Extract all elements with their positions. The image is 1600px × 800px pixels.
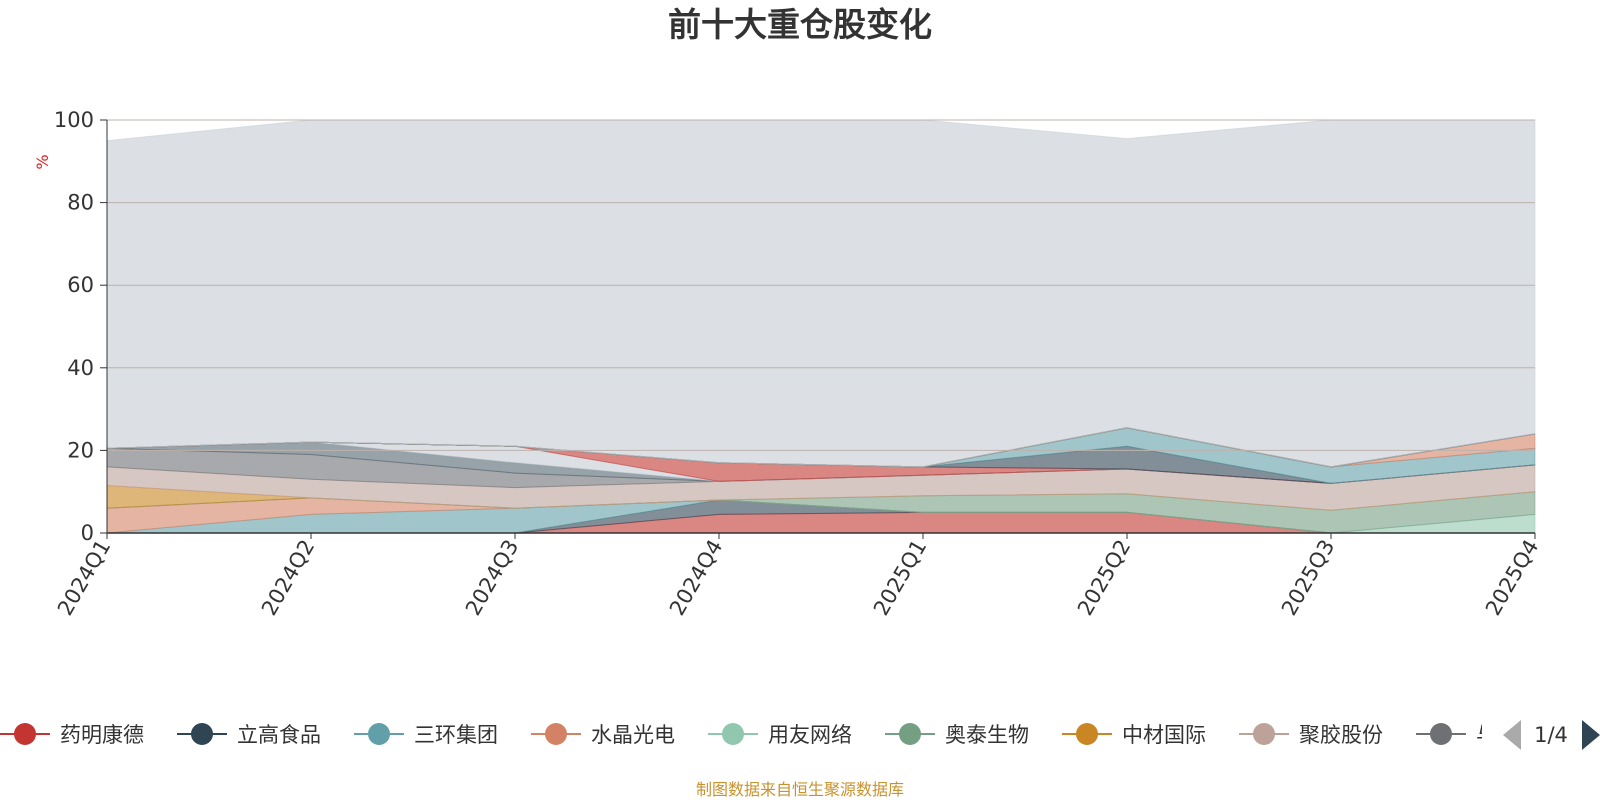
legend-label-5: 奥泰生物 xyxy=(945,723,1029,747)
legend-label-1: 立高食品 xyxy=(237,723,321,747)
legend-marker-1 xyxy=(191,723,213,745)
y-tick-label-5: 100 xyxy=(54,108,94,132)
area-series-32 xyxy=(106,119,1536,468)
legend-label-0: 药明康德 xyxy=(60,723,144,747)
legend-item-7[interactable]: 聚胶股份 xyxy=(1239,723,1383,747)
area-series-group xyxy=(106,119,1536,534)
axes xyxy=(106,120,1535,534)
y-tick-label-4: 80 xyxy=(67,191,94,215)
legend-item-4[interactable]: 用友网络 xyxy=(708,723,852,747)
legend-label-3: 水晶光电 xyxy=(591,723,675,747)
legend-page-indicator: 1/4 xyxy=(1534,723,1568,747)
x-tick-label-4: 2025Q1 xyxy=(869,536,931,620)
y-tick-label-2: 40 xyxy=(67,356,94,380)
y-tick-label-3: 60 xyxy=(67,273,94,297)
legend-marker-4 xyxy=(722,723,744,745)
legend-item-0[interactable]: 药明康德 xyxy=(0,723,144,747)
legend-marker-7 xyxy=(1253,723,1275,745)
legend-pager: 1/4 xyxy=(1503,720,1600,750)
y-tick-labels: 0 20 40 60 80 100 xyxy=(54,108,107,545)
legend-marker-6 xyxy=(1076,723,1098,745)
data-source-note: 制图数据来自恒生聚源数据库 xyxy=(696,780,904,799)
x-tick-label-7: 2025Q4 xyxy=(1481,536,1543,620)
y-axis-unit: % xyxy=(33,154,52,169)
legend-item-2[interactable]: 三环集团 xyxy=(354,723,498,747)
legend-marker-2 xyxy=(368,723,390,745)
legend-item-6[interactable]: 中材国际 xyxy=(1062,723,1206,747)
x-tick-label-3: 2024Q4 xyxy=(665,536,727,620)
legend-label-7: 聚胶股份 xyxy=(1299,723,1383,747)
legend-item-1[interactable]: 立高食品 xyxy=(177,723,321,747)
legend-label-4: 用友网络 xyxy=(768,723,852,747)
y-tick-label-0: 0 xyxy=(81,521,94,545)
y-tick-label-1: 20 xyxy=(67,438,94,462)
x-tick-label-6: 2025Q3 xyxy=(1277,536,1339,620)
triangle-right-icon[interactable] xyxy=(1582,720,1600,750)
x-tick-label-0: 2024Q1 xyxy=(53,536,115,620)
x-tick-label-2: 2024Q3 xyxy=(461,536,523,620)
legend-label-2: 三环集团 xyxy=(414,723,498,747)
legend-clip-mask xyxy=(1482,712,1600,758)
x-tick-label-1: 2024Q2 xyxy=(257,536,319,620)
legend-label-6: 中材国际 xyxy=(1122,723,1206,747)
legend-marker-3 xyxy=(545,723,567,745)
legend-marker-5 xyxy=(899,723,921,745)
legend-marker-8 xyxy=(1430,723,1452,745)
x-tick-label-5: 2025Q2 xyxy=(1073,536,1135,620)
legend-item-3[interactable]: 水晶光电 xyxy=(531,723,675,747)
legend-marker-0 xyxy=(14,723,36,745)
legend-item-5[interactable]: 奥泰生物 xyxy=(885,723,1029,747)
chart-title: 前十大重仓股变化 xyxy=(668,5,932,44)
triangle-left-icon[interactable] xyxy=(1503,720,1521,750)
grid-lines xyxy=(107,119,1535,451)
legend: 药明康德立高食品三环集团水晶光电用友网络奥泰生物中材国际聚胶股份与 xyxy=(0,712,1600,758)
x-tick-labels: 2024Q1 2024Q2 2024Q3 2024Q4 2025Q1 2025Q2 2025… xyxy=(53,533,1543,620)
